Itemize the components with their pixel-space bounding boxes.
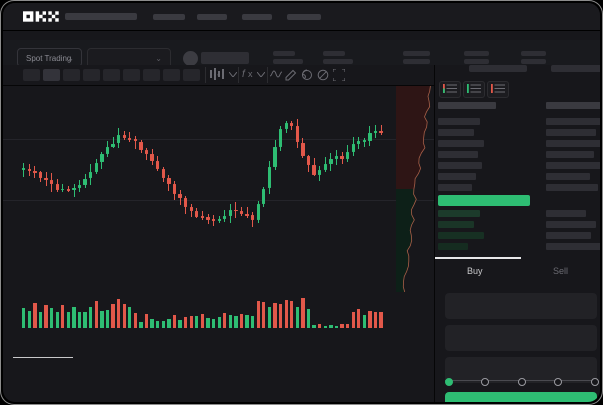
svg-text:x: x (248, 69, 253, 78)
svg-text:f: f (242, 69, 246, 78)
